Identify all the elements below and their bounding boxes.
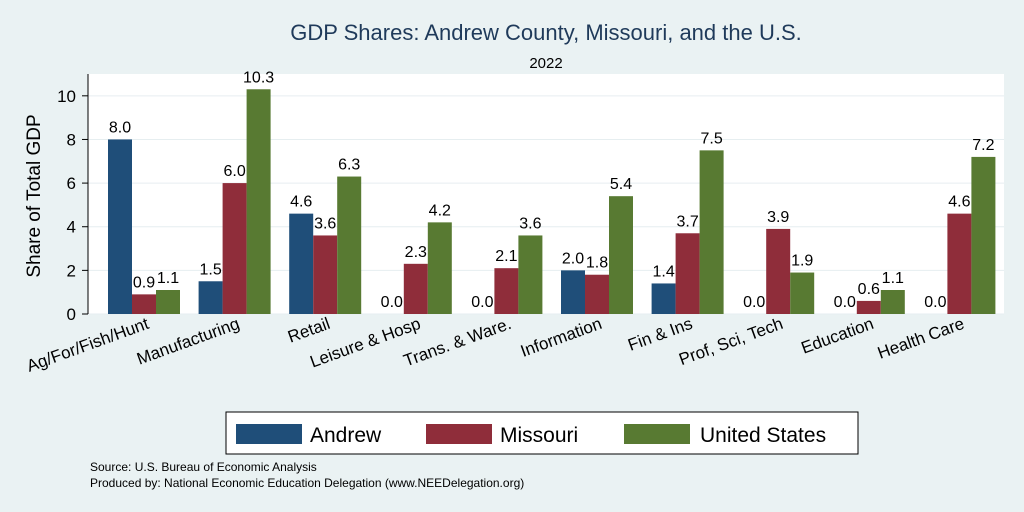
bar-andrew — [561, 270, 585, 314]
bar-united-states — [246, 89, 271, 314]
legend-swatch-missouri — [426, 424, 492, 444]
data-label: 4.6 — [290, 194, 312, 211]
chart-subtitle: 2022 — [529, 55, 562, 72]
data-label: 0.0 — [924, 294, 946, 311]
category-label: Retail — [285, 314, 332, 347]
data-label: 0.9 — [133, 274, 155, 291]
data-label: 8.0 — [109, 119, 131, 136]
category-label: Ag/For/Fish/Hunt — [24, 314, 151, 376]
data-label: 3.6 — [314, 215, 336, 232]
data-labels: 8.01.54.60.0 0.02.01.40.0 0.0 0.00.96.03.62… — [109, 69, 995, 311]
bar-united-states — [790, 272, 815, 314]
data-label: 0.0 — [834, 294, 856, 311]
data-label: 2.0 — [562, 250, 584, 267]
legend: Andrew Missouri United States — [225, 411, 859, 455]
category-label: Manufacturing — [134, 314, 242, 369]
data-label: 2.3 — [405, 244, 427, 261]
bar-united-states — [337, 176, 362, 314]
legend-label-missouri: Missouri — [500, 424, 578, 447]
data-label: 3.9 — [767, 209, 789, 226]
y-tick-label: 8 — [67, 130, 76, 149]
category-label: Health Care — [875, 314, 967, 363]
category-label: Prof, Sci, Tech — [676, 314, 785, 369]
bar-andrew — [198, 281, 223, 314]
data-label: 3.6 — [519, 215, 541, 232]
bar-missouri — [403, 263, 428, 314]
legend-label-united-states: United States — [700, 424, 826, 447]
data-label: 1.8 — [586, 255, 608, 272]
produced-by-line: Produced by: National Economic Education… — [90, 476, 524, 490]
y-axis-ticks: 0 2 4 6 8 10 — [57, 87, 88, 324]
bar-missouri — [222, 183, 247, 314]
data-label: 5.4 — [610, 176, 632, 193]
data-label: 4.6 — [948, 194, 970, 211]
data-label: 0.0 — [381, 294, 403, 311]
data-label: 1.1 — [157, 270, 179, 287]
data-label: 6.3 — [338, 157, 360, 174]
data-label: 1.4 — [652, 263, 674, 280]
bar-united-states — [880, 290, 905, 314]
y-axis-label: Share of Total GDP — [24, 114, 45, 277]
bar-united-states — [518, 235, 543, 314]
category-label: Education — [799, 314, 877, 358]
bar-missouri — [675, 233, 700, 314]
bar-andrew — [108, 139, 132, 314]
y-tick-label: 0 — [67, 305, 76, 324]
data-label: 0.0 — [743, 294, 765, 311]
bar-united-states — [156, 290, 180, 314]
bar-missouri — [766, 228, 791, 314]
y-tick-label: 6 — [67, 174, 76, 193]
bar-united-states — [427, 222, 452, 314]
legend-swatch-andrew — [236, 424, 302, 444]
data-label: 7.5 — [700, 130, 722, 147]
bar-united-states — [971, 156, 996, 314]
data-label: 1.9 — [791, 253, 813, 270]
source-line: Source: U.S. Bureau of Economic Analysis — [90, 460, 317, 474]
y-tick-label: 4 — [67, 218, 76, 237]
data-label: 1.1 — [882, 270, 904, 287]
category-label: Information — [518, 314, 604, 361]
bar-missouri — [313, 235, 338, 314]
data-label: 4.2 — [429, 202, 451, 219]
bar-missouri — [947, 213, 972, 314]
bar-united-states — [609, 196, 633, 314]
bar-missouri — [494, 268, 519, 314]
y-tick-label: 10 — [57, 87, 76, 106]
legend-swatch-united-states — [624, 424, 690, 444]
data-label: 6.0 — [223, 163, 245, 180]
y-tick-label: 2 — [67, 261, 76, 280]
data-label: 2.1 — [495, 248, 517, 265]
data-label: 7.2 — [972, 137, 994, 154]
bars — [108, 89, 996, 314]
bar-missouri — [132, 294, 156, 314]
bar-united-states — [699, 150, 724, 314]
data-label: 0.0 — [471, 294, 493, 311]
chart-title: GDP Shares: Andrew County, Missouri, and… — [290, 20, 802, 45]
data-label: 3.7 — [676, 213, 698, 230]
data-label: 1.5 — [199, 261, 221, 278]
bar-missouri — [585, 274, 609, 314]
bar-missouri — [856, 300, 881, 314]
data-label: 0.6 — [858, 281, 880, 298]
legend-box — [225, 411, 859, 455]
legend-label-andrew: Andrew — [310, 424, 382, 447]
bar-andrew — [651, 283, 676, 314]
data-label: 10.3 — [243, 69, 274, 86]
bar-andrew — [289, 213, 314, 314]
